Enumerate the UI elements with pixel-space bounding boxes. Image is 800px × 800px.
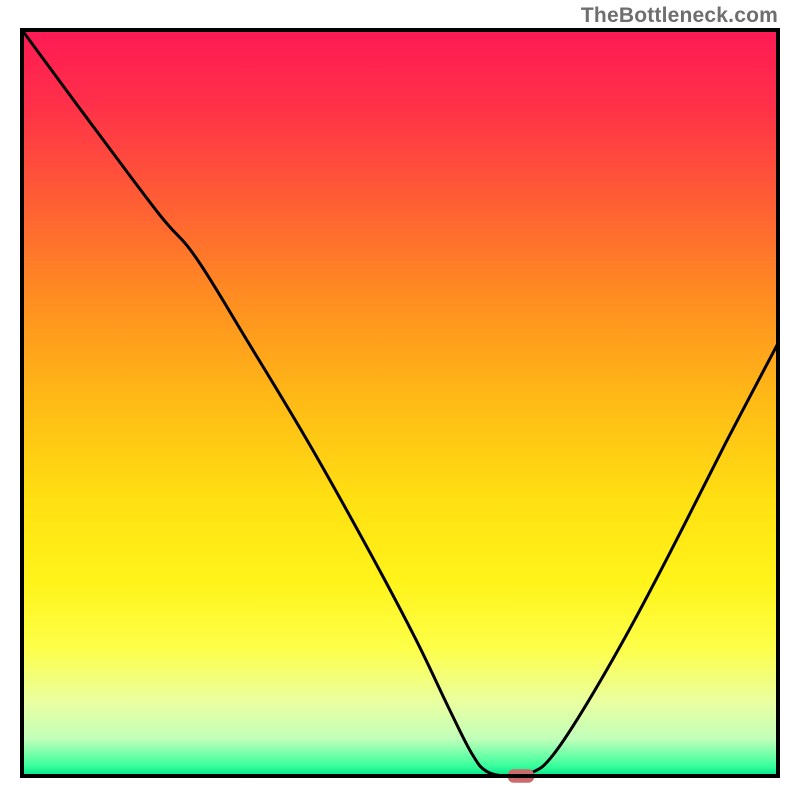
chart-background	[22, 30, 778, 776]
bottleneck-chart	[0, 0, 800, 800]
